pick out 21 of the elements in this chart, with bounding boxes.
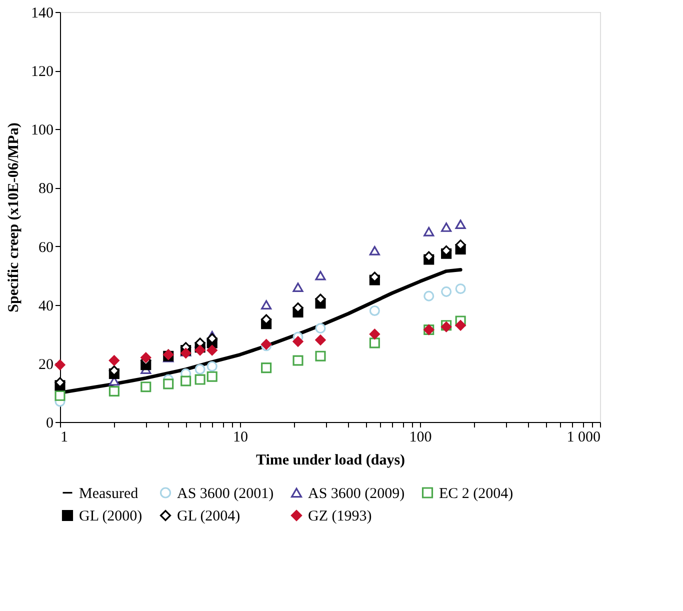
x-axis-title: Time under load (days) xyxy=(256,452,406,468)
y-tick-label: 40 xyxy=(38,298,54,314)
legend-label: Measured xyxy=(79,486,139,502)
legend-label: AS 3600 (2009) xyxy=(308,486,405,502)
x-tick-label: 10 xyxy=(233,430,248,446)
x-tick-label: 100 xyxy=(409,430,432,446)
y-tick-label: 0 xyxy=(46,416,54,432)
y-axis-title: Specific creep (x10E-06/MPa) xyxy=(6,122,22,312)
y-tick-label: 60 xyxy=(38,240,54,256)
legend-label: GL (2000) xyxy=(79,508,142,524)
y-tick-label: 140 xyxy=(31,6,54,22)
y-tick-label: 20 xyxy=(38,356,54,373)
legend-label: AS 3600 (2001) xyxy=(177,486,274,502)
y-tick-label: 80 xyxy=(38,181,54,198)
legend-label: GL (2004) xyxy=(177,508,240,524)
x-tick-label: 1 xyxy=(60,430,68,446)
legend-label: GZ (1993) xyxy=(308,508,372,524)
x-tick-label: 1 000 xyxy=(566,430,600,446)
legend-label: EC 2 (2004) xyxy=(439,486,514,502)
y-tick-label: 100 xyxy=(31,122,54,139)
y-tick-label: 120 xyxy=(31,64,54,80)
